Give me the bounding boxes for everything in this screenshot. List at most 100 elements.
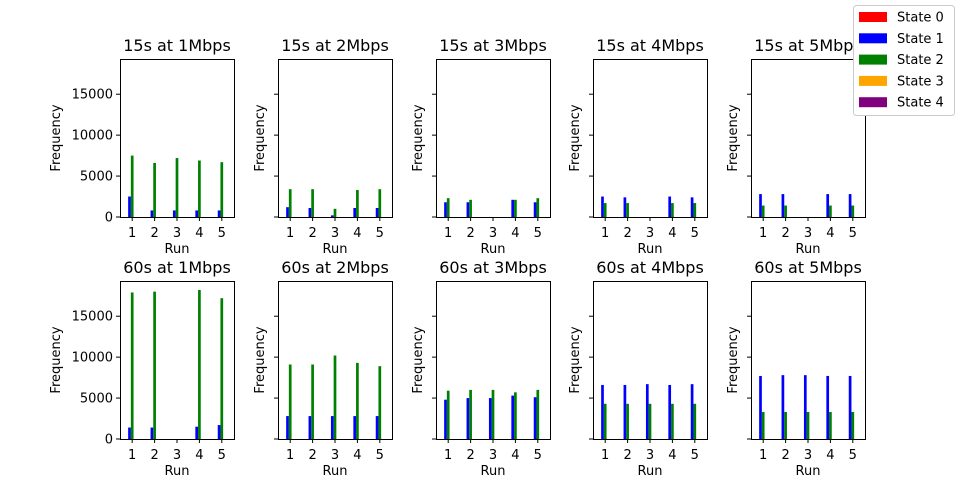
x-tick-label: 4 [668,448,676,463]
bar-state-2-run-2 [153,291,156,439]
subplot-9: 60s at 4Mbps 1 2 3 4 5 Run Frequency [568,258,708,479]
x-tick-label: 2 [308,448,316,463]
legend-label: State 3 [897,74,944,89]
y-tick-label: 5000 [80,170,113,185]
x-tick-label: 3 [489,226,497,241]
bar-state-1-run-5 [848,375,852,439]
bar-state-2-run-3 [333,355,337,439]
x-tick-label: 2 [150,448,158,463]
bar-state-1-run-3 [330,416,334,439]
x-tick-label: 5 [376,226,384,241]
bar-state-1-run-2 [308,416,312,439]
bar-state-1-run-2 [623,384,627,439]
bar-state-2-run-2 [469,389,472,439]
x-tick-label: 3 [646,226,654,241]
x-tick-label: 1 [759,448,767,463]
x-tick-label: 1 [444,226,452,241]
bar-state-2-run-2 [784,205,787,217]
subplot-6: 60s at 1Mbps 1 2 3 4 5 Run 0 5000 10000 15000 Frequ… [49,258,235,479]
y-axis-label: Frequency [49,104,64,171]
bar-state-1-run-3 [803,375,807,439]
subplot-5: 15s at 5Mbps 1 2 3 4 5 Run Frequency [726,36,866,257]
bar-state-1-run-1 [759,194,762,217]
y-axis-label: Frequency [726,326,741,393]
bar-state-1-run-4 [826,375,830,439]
x-tick-label: 1 [286,226,294,241]
x-axis-label: Run [323,464,348,479]
bar-state-1-run-1 [601,384,604,439]
bar-state-2-run-5 [378,189,382,217]
x-axis-label: Run [481,464,506,479]
bar-state-2-run-4 [514,199,517,217]
bar-state-2-run-3 [333,208,337,217]
subplot-title: 15s at 5Mbps [754,36,862,55]
bar-state-2-run-1 [761,205,765,217]
x-tick-label: 3 [173,448,181,463]
axes-frame [120,281,235,440]
legend-swatch [859,12,887,22]
bar-state-1-run-2 [781,375,785,439]
y-tick-label: 15000 [72,88,113,103]
bar-state-1-run-4 [195,426,199,439]
bar-state-1-run-2 [781,194,785,217]
bar-state-1-run-3 [172,210,176,217]
legend-label: State 4 [897,96,944,111]
bar-state-2-run-3 [806,411,810,439]
bar-state-1-run-2 [623,197,627,217]
subplot-title: 15s at 4Mbps [596,36,704,55]
x-tick-label: 1 [286,448,294,463]
y-tick-label: 0 [105,433,113,448]
bar-state-2-run-5 [693,203,697,217]
legend-swatch [859,97,887,108]
axes-frame [278,59,393,218]
bar-state-1-run-2 [150,427,154,439]
bar-state-1-run-4 [668,384,672,439]
y-axis-label: Frequency [253,104,268,171]
legend-label: State 1 [897,32,944,47]
bar-state-2-run-1 [130,155,134,217]
bar-state-1-run-2 [150,210,154,217]
y-axis-label: Frequency [568,326,583,393]
x-tick-label: 2 [466,226,474,241]
x-tick-label: 1 [759,226,767,241]
bar-state-1-run-1 [128,427,131,439]
bar-state-2-run-5 [536,198,540,217]
bar-state-2-run-4 [829,411,832,439]
bar-state-2-run-2 [784,411,787,439]
bar-state-2-run-3 [648,403,652,439]
x-tick-label: 4 [195,448,203,463]
subplot-title: 15s at 2Mbps [281,36,389,55]
bar-state-1-run-1 [601,196,604,217]
bar-state-2-run-3 [491,389,495,439]
bar-state-2-run-5 [851,411,855,439]
bar-state-2-run-4 [356,189,359,217]
legend-swatch [859,54,887,65]
x-tick-label: 1 [444,448,452,463]
axes-frame [436,59,551,218]
bar-state-1-run-5 [375,416,379,439]
bar-state-2-run-4 [829,205,832,217]
bar-state-1-run-4 [195,210,199,217]
x-tick-label: 2 [781,226,789,241]
x-axis-label: Run [638,464,663,479]
bar-state-2-run-1 [603,403,607,439]
bar-state-1-run-2 [466,202,470,217]
x-tick-label: 2 [308,226,316,241]
bar-state-2-run-4 [671,403,674,439]
y-tick-label: 5000 [80,392,113,407]
subplot-title: 15s at 3Mbps [439,36,547,55]
bar-state-2-run-2 [311,189,314,217]
bar-state-2-run-5 [693,403,697,439]
x-tick-label: 5 [691,226,699,241]
y-axis-label: Frequency [253,326,268,393]
x-tick-label: 5 [849,448,857,463]
bar-state-1-run-4 [511,199,515,217]
bar-state-1-run-2 [466,398,470,439]
x-tick-label: 4 [826,226,834,241]
x-tick-label: 1 [601,448,609,463]
x-tick-label: 3 [331,226,339,241]
subplot-7: 60s at 2Mbps 1 2 3 4 5 Run Frequency [253,258,393,479]
x-tick-label: 5 [691,448,699,463]
y-tick-label: 15000 [72,310,113,325]
